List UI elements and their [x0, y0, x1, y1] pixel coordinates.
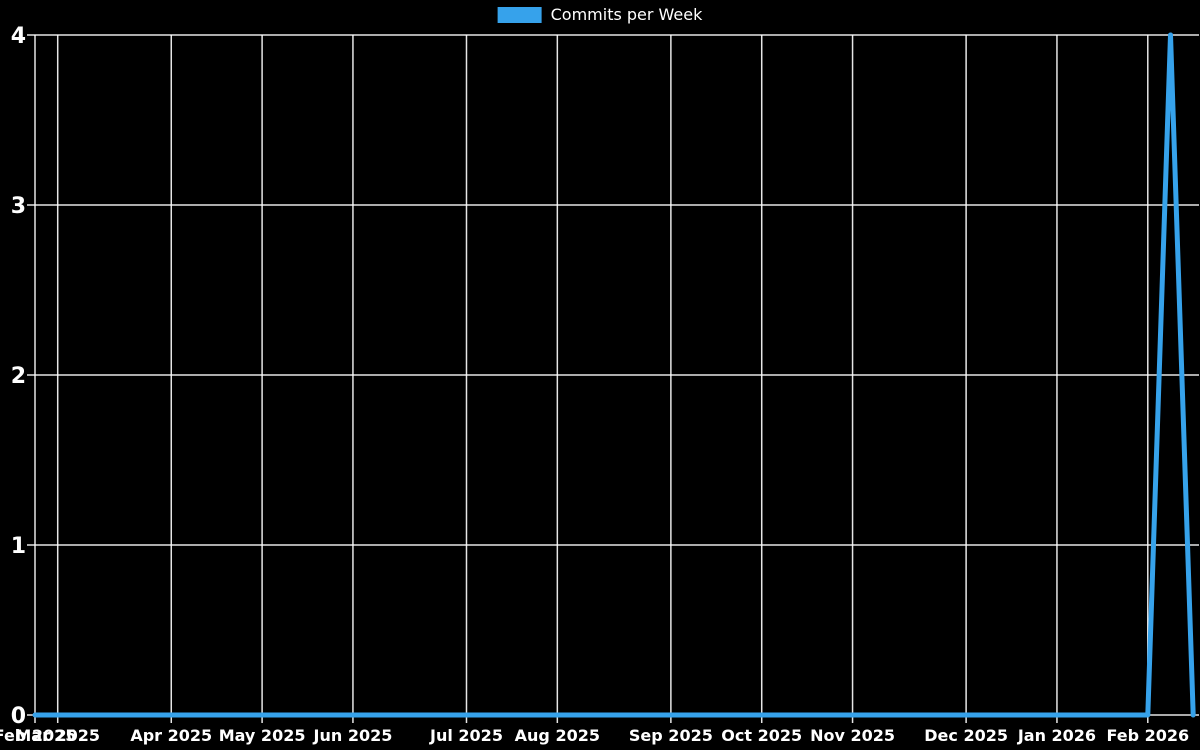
x-axis-tick-label: Mar 2025 — [15, 726, 100, 745]
x-axis-tick-label: Dec 2025 — [924, 726, 1008, 745]
y-axis-tick-label: 0 — [11, 704, 26, 729]
x-axis-tick-label: Oct 2025 — [721, 726, 802, 745]
x-axis-tick-label: Jul 2025 — [429, 726, 503, 745]
y-axis-tick-label: 3 — [11, 194, 26, 219]
y-axis-tick-label: 1 — [11, 534, 26, 559]
y-axis-tick-label: 4 — [11, 24, 26, 49]
legend-label: Commits per Week — [550, 5, 703, 24]
x-axis-tick-label: Feb 2026 — [1106, 726, 1189, 745]
x-axis-tick-label: Jun 2025 — [313, 726, 393, 745]
x-axis-tick-label: Aug 2025 — [515, 726, 600, 745]
legend-swatch-icon — [497, 6, 542, 23]
chart-legend[interactable]: Commits per Week — [497, 5, 703, 24]
x-axis-tick-label: Sep 2025 — [629, 726, 713, 745]
x-axis-tick-label: Apr 2025 — [130, 726, 212, 745]
y-axis-tick-label: 2 — [11, 364, 26, 389]
x-axis-tick-label: Feb 2025 — [0, 726, 76, 745]
x-axis-tick-label: Nov 2025 — [810, 726, 895, 745]
x-axis-tick-label: May 2025 — [219, 726, 306, 745]
commits-line-series — [32, 32, 1196, 718]
x-axis-tick-label: Jan 2026 — [1017, 726, 1096, 745]
